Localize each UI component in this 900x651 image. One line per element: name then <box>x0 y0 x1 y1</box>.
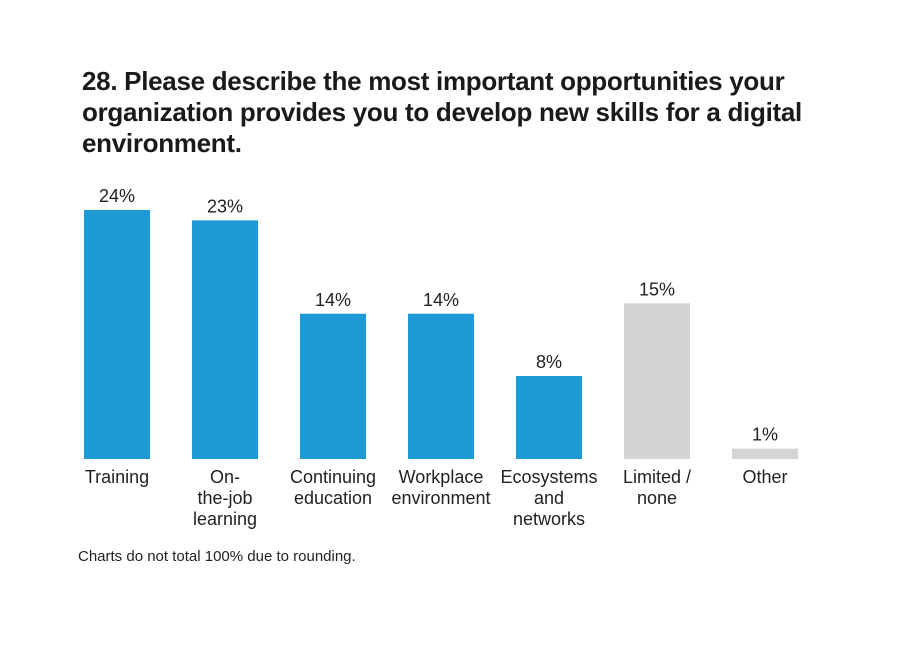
category-label: Continuing <box>290 467 376 487</box>
category-label: Other <box>742 467 787 487</box>
chart-footnote: Charts do not total 100% due to rounding… <box>78 548 356 565</box>
bar <box>84 210 150 459</box>
bar-value-label: 24% <box>99 186 135 206</box>
bar <box>516 376 582 459</box>
category-label: Workplace <box>399 467 484 487</box>
bar-value-label: 23% <box>207 196 243 216</box>
category-label: Limited / <box>623 467 691 487</box>
category-label: none <box>637 488 677 508</box>
bar-value-label: 15% <box>639 279 675 299</box>
chart-title: 28. Please describe the most important o… <box>82 66 802 158</box>
category-label: On- <box>210 467 240 487</box>
category-label: the-job <box>197 488 252 508</box>
bar <box>408 313 474 459</box>
bar-value-label: 14% <box>315 290 351 310</box>
category-label: and <box>534 488 564 508</box>
bar <box>732 448 798 459</box>
bar-value-label: 1% <box>752 425 778 445</box>
category-label: Training <box>85 467 149 487</box>
category-label: learning <box>193 509 257 529</box>
category-label: environment <box>391 488 490 508</box>
bar <box>192 220 258 459</box>
category-label: networks <box>513 509 585 529</box>
bar-value-label: 14% <box>423 290 459 310</box>
category-label: education <box>294 488 372 508</box>
bar-value-label: 8% <box>536 352 562 372</box>
category-label: Ecosystems <box>500 467 597 487</box>
bar <box>624 303 690 459</box>
bar <box>300 313 366 459</box>
